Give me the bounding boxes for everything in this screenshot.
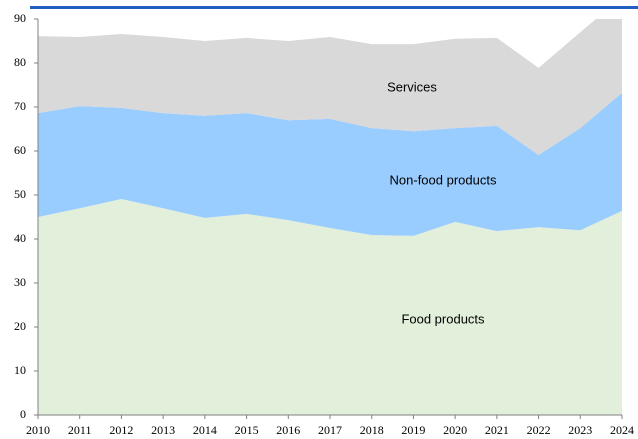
y-tick-label: 90 xyxy=(14,11,26,25)
y-tick-label: 10 xyxy=(14,363,26,377)
x-tick-label: 2011 xyxy=(68,423,92,437)
y-tick-label: 0 xyxy=(20,407,26,421)
y-tick-label: 80 xyxy=(14,55,26,69)
x-tick-label: 2013 xyxy=(151,423,175,437)
x-tick-label: 2020 xyxy=(443,423,467,437)
x-tick-label: 2023 xyxy=(568,423,592,437)
y-tick-label: 60 xyxy=(14,143,26,157)
x-tick-label: 2017 xyxy=(318,423,342,437)
area xyxy=(38,19,622,155)
x-tick-label: 2019 xyxy=(401,423,425,437)
x-tick-label: 2024 xyxy=(610,423,634,437)
y-tick-label: 30 xyxy=(14,275,26,289)
x-tick-label: 2012 xyxy=(109,423,133,437)
area xyxy=(38,92,622,236)
x-tick-label: 2016 xyxy=(276,423,300,437)
y-tick-label: 70 xyxy=(14,99,26,113)
area xyxy=(38,198,622,415)
y-tick-label: 50 xyxy=(14,187,26,201)
series-label: Services xyxy=(387,79,437,94)
series-label: Food products xyxy=(401,311,485,326)
x-tick-label: 2010 xyxy=(26,423,50,437)
x-tick-label: 2015 xyxy=(235,423,259,437)
x-tick-label: 2021 xyxy=(485,423,509,437)
x-tick-label: 2014 xyxy=(193,423,217,437)
top-rule xyxy=(30,6,638,9)
x-tick-label: 2022 xyxy=(527,423,551,437)
y-tick-label: 40 xyxy=(14,231,26,245)
y-tick-label: 20 xyxy=(14,319,26,333)
series-label: Non-food products xyxy=(390,172,497,187)
x-tick-label: 2018 xyxy=(360,423,384,437)
plot-area xyxy=(38,19,622,415)
